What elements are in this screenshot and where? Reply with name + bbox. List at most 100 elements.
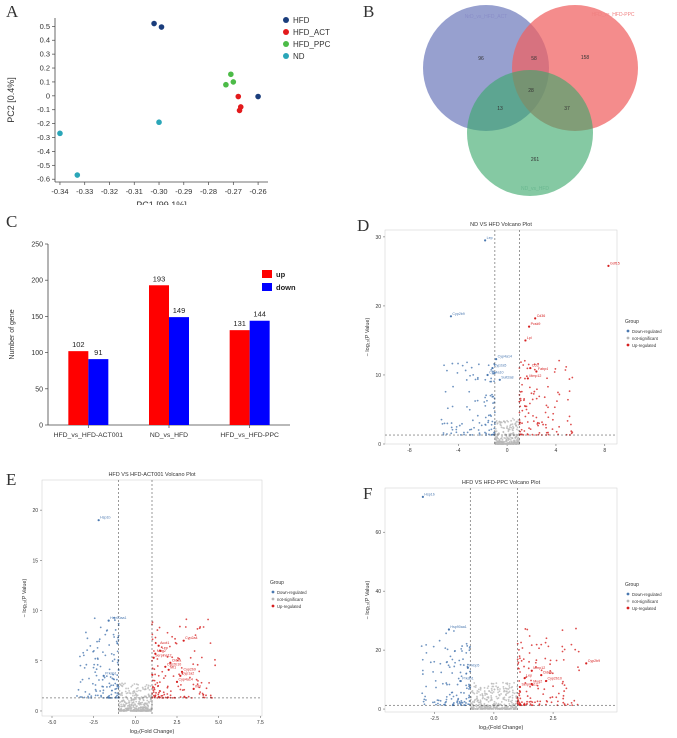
pca-point <box>158 24 165 30</box>
gene-point <box>489 691 492 694</box>
gene-point <box>521 701 523 703</box>
gene-point <box>499 440 502 443</box>
gene-point <box>565 687 568 690</box>
gene-point <box>490 368 493 371</box>
gene-point <box>525 408 528 411</box>
gene-point <box>180 683 182 686</box>
gene-point <box>493 688 496 691</box>
gene-point <box>462 664 465 666</box>
gene-point <box>528 700 531 703</box>
gene-point <box>509 424 512 427</box>
gene-point <box>494 427 497 430</box>
gene-point <box>105 675 108 678</box>
legend-marker <box>271 604 275 608</box>
legend-label: ND <box>293 52 305 61</box>
gene-point <box>454 661 456 664</box>
gene-point <box>136 709 139 712</box>
gene-point <box>144 702 147 705</box>
gene-point <box>179 688 182 691</box>
gene-point <box>135 683 138 686</box>
gene-point <box>444 647 447 650</box>
gene-point <box>515 443 518 445</box>
gene-point <box>484 424 487 426</box>
x-tick-label: 8 <box>603 448 606 454</box>
gene-point <box>202 694 205 696</box>
gene-point <box>169 696 172 699</box>
gene-point <box>132 692 134 695</box>
gene-point <box>136 686 139 689</box>
gene-point <box>158 681 161 684</box>
gene-point <box>562 658 565 661</box>
gene-point <box>102 689 105 692</box>
gene-point <box>120 703 123 706</box>
gene-point <box>458 700 461 703</box>
gene-point <box>486 696 489 699</box>
gene-point <box>118 702 120 705</box>
gene-point <box>198 627 201 630</box>
gene-point <box>130 707 133 710</box>
x-tick-label: -0.31 <box>126 187 143 196</box>
x-tick-label: 0.0 <box>490 716 497 722</box>
gene-point <box>492 685 495 688</box>
gene-point <box>461 701 464 704</box>
gene-point <box>149 685 152 688</box>
gene-point <box>518 703 521 705</box>
gene-point <box>477 429 480 431</box>
panel-label-f: F <box>363 484 373 503</box>
gene-point <box>465 379 468 381</box>
gene-point <box>492 691 495 693</box>
gene-point <box>157 674 160 677</box>
gene-label: Prkab1 <box>462 677 473 681</box>
gene-point <box>501 435 504 438</box>
gene-point <box>153 694 155 697</box>
gene-point <box>154 673 156 676</box>
gene-point <box>570 701 573 704</box>
gene-point <box>174 641 177 644</box>
gene-point <box>511 432 514 435</box>
gene-point <box>166 685 169 688</box>
gene-point <box>485 432 487 435</box>
gene-point <box>570 423 572 426</box>
gene-point <box>113 658 116 661</box>
gene-point <box>81 678 84 681</box>
gene-point <box>502 687 505 690</box>
gene-point <box>508 434 511 437</box>
gene-point <box>214 658 216 661</box>
gene-point <box>135 707 138 710</box>
gene-point <box>506 427 509 430</box>
gene-point <box>493 397 496 400</box>
gene-point <box>451 428 454 431</box>
gene-point <box>132 701 135 704</box>
gene-point <box>446 369 448 372</box>
highlighted-gene-point <box>102 674 105 677</box>
gene-point <box>497 437 500 440</box>
gene-point <box>161 694 164 697</box>
venn-diagram: NrD_vs_HFD_ACT HFD_vs_HFD-PPC ND_vs_HFD … <box>423 5 638 196</box>
gene-point <box>432 701 434 704</box>
gene-label: Acot1 <box>160 641 169 645</box>
gene-point <box>148 695 151 698</box>
gene-point <box>429 661 432 664</box>
gene-point <box>490 377 493 380</box>
gene-point <box>150 706 153 708</box>
gene-point <box>512 691 514 694</box>
gene-point <box>555 696 558 699</box>
gene-point <box>519 690 521 693</box>
legend-title: Group <box>270 580 284 586</box>
gene-point <box>115 697 117 699</box>
gene-point <box>527 363 530 366</box>
gene-point <box>523 703 525 706</box>
gene-point <box>166 631 169 634</box>
gene-point <box>93 663 96 666</box>
gene-point <box>515 439 518 441</box>
gene-point <box>573 699 576 702</box>
gene-point <box>436 699 439 702</box>
gene-point <box>491 420 494 423</box>
gene-point <box>517 421 520 424</box>
gene-point <box>147 693 150 696</box>
gene-point <box>134 710 137 712</box>
gene-point <box>446 433 448 435</box>
y-tick-label: -0.1 <box>37 105 50 114</box>
gene-point <box>447 664 450 667</box>
gene-point <box>152 691 155 694</box>
